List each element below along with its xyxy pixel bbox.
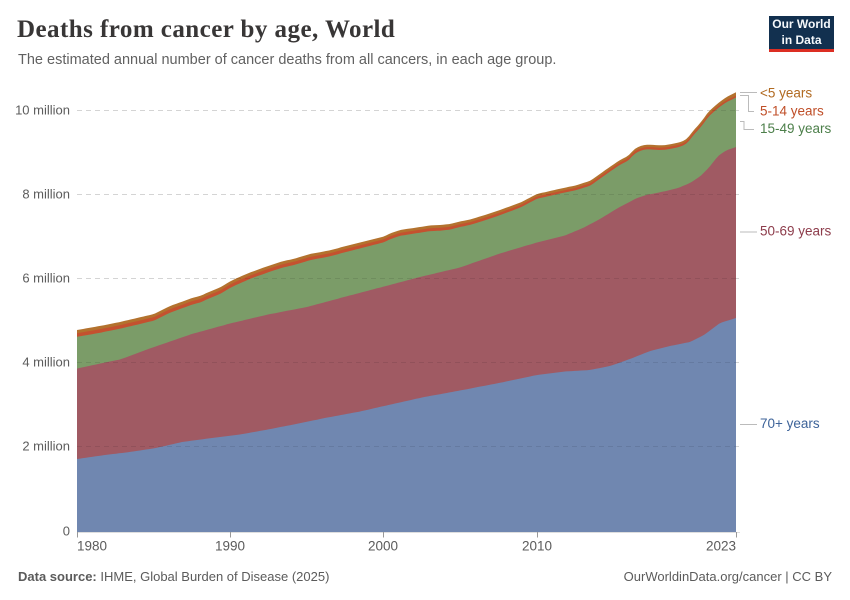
svg-text:10 million: 10 million <box>15 103 70 118</box>
svg-text:2 million: 2 million <box>22 439 70 454</box>
svg-text:<5 years: <5 years <box>760 86 812 101</box>
svg-text:2010: 2010 <box>522 539 552 554</box>
svg-text:1980: 1980 <box>77 539 107 554</box>
svg-text:5-14 years: 5-14 years <box>760 104 824 119</box>
svg-text:2023: 2023 <box>706 539 736 554</box>
svg-text:70+ years: 70+ years <box>760 416 820 431</box>
svg-text:50-69 years: 50-69 years <box>760 224 832 239</box>
svg-text:2000: 2000 <box>368 539 398 554</box>
svg-text:4 million: 4 million <box>22 355 70 370</box>
svg-text:0: 0 <box>63 524 70 539</box>
svg-text:1990: 1990 <box>215 539 245 554</box>
svg-text:6 million: 6 million <box>22 271 70 286</box>
svg-text:8 million: 8 million <box>22 187 70 202</box>
svg-text:15-49 years: 15-49 years <box>760 121 832 136</box>
